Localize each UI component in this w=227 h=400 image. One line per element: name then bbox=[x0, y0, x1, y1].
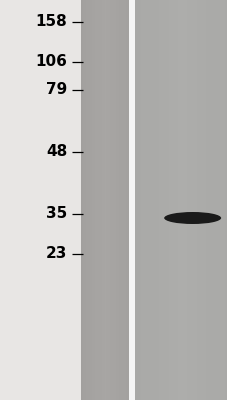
Bar bbox=[199, 0, 202, 400]
Bar bbox=[196, 0, 199, 400]
Bar bbox=[212, 0, 215, 400]
Bar bbox=[89, 0, 90, 400]
Bar bbox=[153, 0, 156, 400]
Text: 48: 48 bbox=[46, 144, 67, 160]
Bar bbox=[146, 0, 149, 400]
Bar bbox=[81, 0, 128, 400]
Bar bbox=[208, 0, 212, 400]
Bar bbox=[221, 0, 224, 400]
Bar bbox=[193, 0, 196, 400]
Bar bbox=[134, 0, 137, 400]
Bar bbox=[93, 0, 95, 400]
Bar bbox=[82, 0, 84, 400]
Bar bbox=[90, 0, 92, 400]
Bar bbox=[101, 0, 103, 400]
Bar bbox=[184, 0, 187, 400]
Bar bbox=[127, 0, 128, 400]
Bar bbox=[106, 0, 108, 400]
Bar bbox=[104, 0, 106, 400]
Ellipse shape bbox=[163, 212, 220, 224]
Bar bbox=[159, 0, 162, 400]
Bar bbox=[134, 0, 227, 400]
Bar bbox=[98, 0, 100, 400]
Bar bbox=[103, 0, 104, 400]
Bar bbox=[205, 0, 208, 400]
Bar bbox=[109, 0, 111, 400]
Bar bbox=[202, 0, 205, 400]
Bar bbox=[116, 0, 117, 400]
Bar bbox=[125, 0, 127, 400]
Bar bbox=[177, 0, 180, 400]
Bar bbox=[162, 0, 165, 400]
Bar bbox=[123, 0, 125, 400]
Text: 35: 35 bbox=[46, 206, 67, 222]
Bar bbox=[95, 0, 96, 400]
Bar bbox=[180, 0, 184, 400]
Bar bbox=[190, 0, 193, 400]
Bar bbox=[119, 0, 120, 400]
Bar bbox=[85, 0, 87, 400]
Bar bbox=[92, 0, 93, 400]
Bar bbox=[224, 0, 227, 400]
Text: 79: 79 bbox=[46, 82, 67, 98]
Bar bbox=[218, 0, 221, 400]
Bar bbox=[128, 0, 134, 400]
Bar bbox=[81, 0, 82, 400]
Bar bbox=[168, 0, 171, 400]
Bar bbox=[96, 0, 98, 400]
Bar bbox=[114, 0, 116, 400]
Bar bbox=[143, 0, 146, 400]
Bar bbox=[149, 0, 153, 400]
Bar bbox=[174, 0, 177, 400]
Bar bbox=[87, 0, 89, 400]
Bar bbox=[165, 0, 168, 400]
Bar bbox=[137, 0, 140, 400]
Bar bbox=[171, 0, 174, 400]
Bar bbox=[140, 0, 143, 400]
Bar bbox=[84, 0, 85, 400]
Bar bbox=[111, 0, 112, 400]
Bar bbox=[112, 0, 114, 400]
Bar bbox=[108, 0, 109, 400]
Bar bbox=[215, 0, 218, 400]
Bar bbox=[187, 0, 190, 400]
Text: 158: 158 bbox=[35, 14, 67, 30]
Text: 23: 23 bbox=[46, 246, 67, 262]
Bar bbox=[117, 0, 119, 400]
Bar bbox=[156, 0, 159, 400]
Bar bbox=[120, 0, 122, 400]
Bar bbox=[122, 0, 123, 400]
Bar bbox=[100, 0, 101, 400]
Text: 106: 106 bbox=[35, 54, 67, 70]
